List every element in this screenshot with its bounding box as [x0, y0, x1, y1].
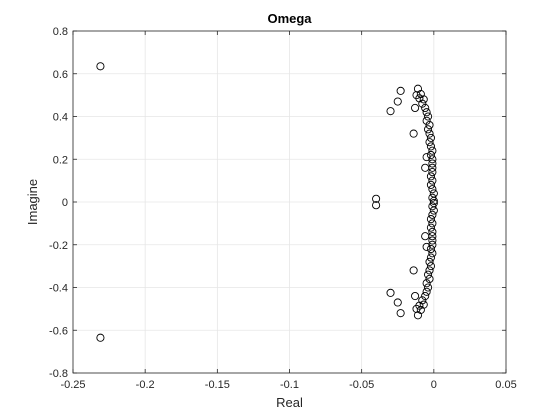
data-point	[428, 146, 437, 155]
x-axis-label: Real	[276, 395, 303, 410]
data-point	[426, 223, 435, 232]
data-point	[428, 219, 437, 228]
data-point	[393, 97, 402, 106]
y-tick-label: 0.6	[53, 69, 68, 81]
data-point	[386, 107, 395, 116]
data-point	[422, 287, 431, 296]
data-point	[428, 236, 437, 245]
data-point	[428, 155, 437, 164]
data-point	[422, 153, 431, 162]
x-tick-label: -0.05	[349, 379, 374, 391]
data-point	[429, 199, 438, 208]
y-tick-label: 0	[62, 197, 68, 209]
data-point	[425, 266, 434, 275]
data-points	[96, 62, 438, 342]
data-point	[428, 163, 437, 172]
y-tick-label: -0.6	[49, 325, 68, 337]
data-point	[426, 150, 435, 160]
data-point	[424, 283, 433, 292]
data-point	[428, 176, 437, 185]
x-tick-label: 0	[431, 379, 437, 391]
data-point	[418, 296, 427, 305]
data-point	[424, 270, 433, 279]
data-point	[96, 62, 105, 71]
x-tick-label: -0.25	[60, 379, 85, 391]
data-point	[428, 168, 437, 177]
data-point	[428, 232, 437, 241]
data-point	[425, 274, 434, 284]
data-point	[428, 185, 437, 194]
data-point	[422, 279, 431, 288]
data-point	[426, 253, 435, 262]
data-point	[425, 121, 434, 130]
y-tick-label: -0.8	[49, 368, 68, 380]
data-point	[426, 244, 435, 254]
x-tick-label: -0.2	[136, 379, 155, 391]
x-tick-label: -0.15	[205, 379, 230, 391]
data-point	[425, 257, 434, 266]
x-tick-label: 0.05	[495, 379, 516, 391]
y-tick-label: 0.4	[53, 112, 68, 124]
data-point	[428, 227, 437, 236]
chart-title: Omega	[267, 11, 312, 26]
data-point	[425, 129, 434, 138]
y-tick-label: -0.2	[49, 240, 68, 252]
data-point	[409, 129, 418, 138]
data-point	[386, 288, 395, 297]
data-point	[426, 180, 435, 189]
ticks: -0.25 -0.2 -0.15 -0.1 -0.05 0 0.05 -0.8 -0.6 -0.4…	[49, 26, 517, 391]
data-point	[426, 262, 435, 271]
data-point	[396, 86, 405, 95]
y-tick-label: 0.8	[53, 26, 68, 38]
data-point	[421, 291, 430, 301]
data-point	[96, 333, 105, 342]
data-point	[411, 291, 420, 301]
data-point	[428, 210, 437, 219]
data-point	[422, 108, 431, 117]
data-point	[393, 298, 402, 307]
data-point	[428, 159, 437, 168]
data-point	[426, 142, 435, 151]
data-point	[419, 95, 428, 104]
data-point	[424, 112, 433, 121]
data-point	[421, 103, 430, 112]
data-point	[428, 240, 437, 249]
data-point	[422, 242, 431, 251]
data-point	[426, 215, 435, 224]
data-point	[422, 116, 431, 125]
data-point	[428, 249, 437, 258]
y-axis-label: Imagine	[25, 179, 40, 225]
data-point	[411, 103, 420, 112]
data-point	[429, 196, 438, 205]
x-tick-label: -0.1	[280, 379, 299, 391]
y-tick-label: 0.2	[53, 154, 68, 166]
data-point	[425, 138, 434, 147]
data-point	[418, 99, 427, 108]
data-point	[419, 300, 428, 309]
data-point	[396, 309, 405, 318]
data-point	[426, 172, 435, 181]
data-point	[409, 266, 418, 275]
data-point	[372, 194, 381, 203]
data-point	[372, 201, 381, 210]
data-point	[424, 125, 433, 134]
y-tick-label: -0.4	[49, 283, 68, 295]
data-point	[426, 133, 435, 142]
